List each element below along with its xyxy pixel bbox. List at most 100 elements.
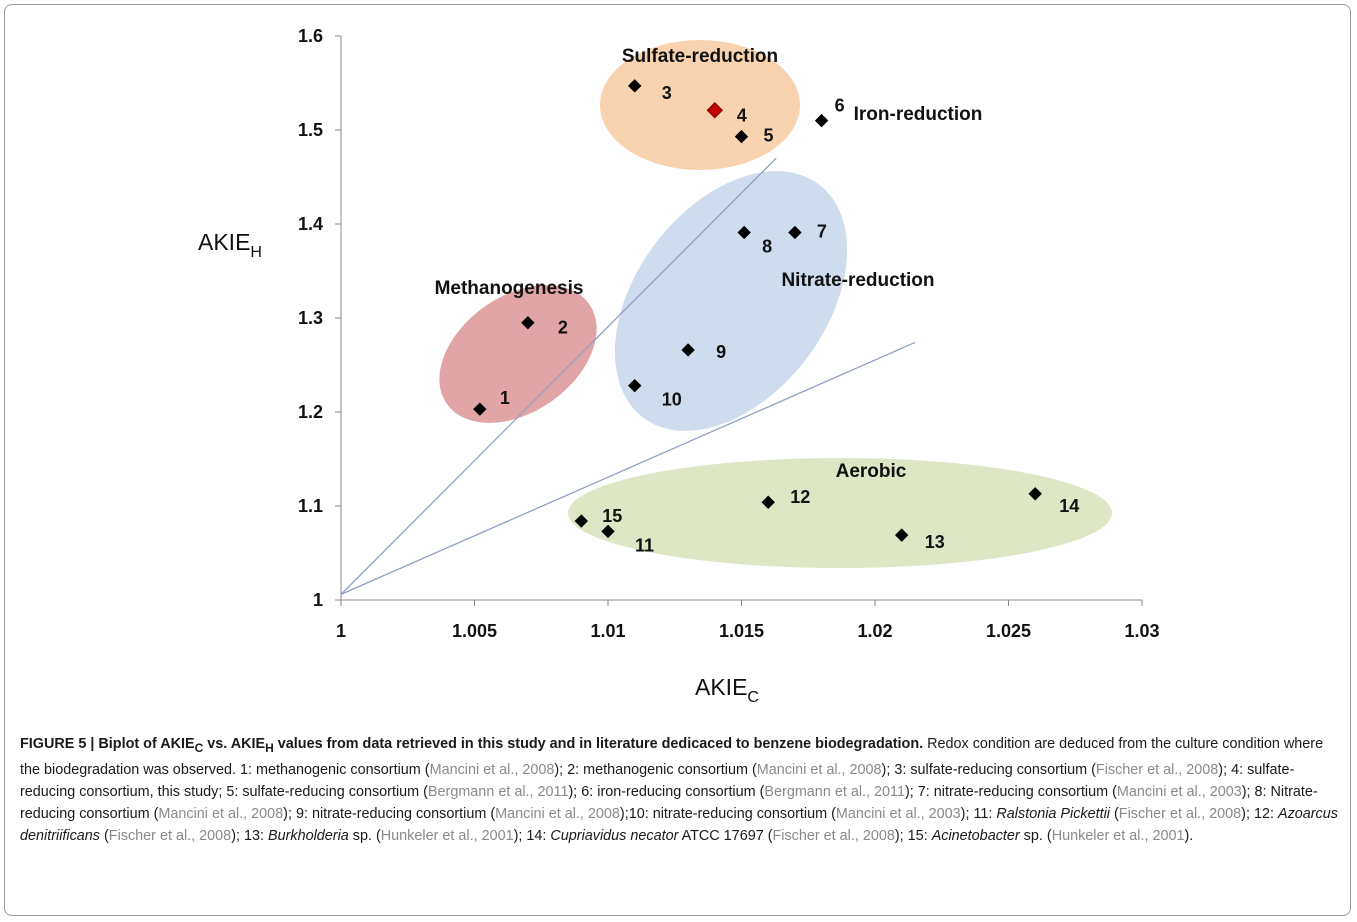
caption-text: ( [100, 827, 109, 844]
data-point-11 [601, 524, 615, 539]
x-tick-label: 1.015 [719, 621, 764, 641]
point-label-10: 10 [662, 390, 682, 410]
point-label-12: 12 [790, 487, 810, 507]
data-point-10 [627, 378, 642, 393]
x-tick-label: 1.01 [590, 621, 625, 641]
caption-citation: Mancini et al., 2008 [158, 805, 284, 822]
point-label-9: 9 [716, 342, 726, 362]
y-tick-label: 1.2 [298, 402, 323, 422]
caption-citation: Hunkeler et al., 2001 [1051, 827, 1185, 844]
caption-citation: Mancini et al., 2003 [835, 805, 961, 822]
region-methanogenesis [439, 285, 597, 423]
caption-text: ); 11: [960, 805, 997, 822]
caption-citation: Mancini et al., 2008 [495, 805, 620, 822]
ticks: 1 1.005 1.01 1.015 1.02 1.025 1.03 1 1.1 1.2 1.3 1.… [298, 26, 1160, 641]
caption-title-c: values from data retrieved in this study… [273, 736, 924, 752]
data-point-13 [894, 528, 909, 542]
caption-text: ); 9: nitrate-reducing consortium ( [283, 805, 496, 822]
y-tick-label: 1.3 [298, 308, 323, 328]
caption-text: ); 7: nitrate-reducing consortium ( [904, 783, 1117, 800]
caption-citation: Bergmann et al., 2011 [427, 783, 569, 800]
caption-title-a: FIGURE 5 | Biplot of AKIE [20, 736, 195, 752]
caption-species: Azoarcus denitriificans [20, 805, 1338, 844]
caption-text: ( [1109, 805, 1119, 822]
reference-line-1 [340, 157, 777, 595]
data-point-3 [627, 79, 642, 93]
point-label-3: 3 [662, 83, 672, 103]
biplot-chart: 1 1.005 1.01 1.015 1.02 1.025 1.03 1 1.1 1.2 1.3 1.… [198, 26, 1160, 706]
caption-text: ); 15: [894, 827, 932, 844]
label-methanogenesis: Methanogenesis [435, 278, 584, 299]
y-axis-title-sub: H [250, 244, 262, 261]
x-tick-label: 1.02 [857, 621, 892, 641]
x-axis-title: AKIEC [695, 674, 759, 706]
data-point-15 [574, 514, 589, 528]
caption-text: ); 8: Nitrate-reducing consortium ( [20, 783, 1318, 822]
point-label-6: 6 [835, 96, 845, 116]
caption-citation: Fischer et al., 2008 [1095, 761, 1219, 778]
caption-species: Burkholderia [267, 827, 349, 844]
region-aerobic [568, 458, 1112, 568]
caption-citation: Fischer et al., 2008 [1118, 805, 1242, 822]
caption-text: ); 4: sulfate-reducing consortium, this … [20, 761, 1295, 800]
label-aerobic: Aerobic [836, 461, 907, 482]
data-point-2 [521, 315, 535, 330]
caption-citation: Bergmann et al., 2011 [764, 783, 905, 800]
caption-text: sp. ( [1019, 827, 1052, 844]
x-tick-label: 1.025 [986, 621, 1031, 641]
caption-text: ATCC 17697 ( [678, 827, 773, 844]
data-point-12 [761, 495, 775, 509]
data-point-6 [814, 113, 829, 128]
caption-text: ); 2: methanogenic consortium ( [554, 761, 757, 778]
caption-citation: Hunkeler et al., 2001 [380, 827, 514, 844]
point-label-1: 1 [500, 388, 510, 408]
data-point-9 [681, 343, 695, 357]
label-sulfate-reduction: Sulfate-reduction [622, 46, 778, 67]
point-label-15: 15 [602, 506, 622, 526]
point-label-2: 2 [558, 318, 568, 338]
y-tick-label: 1.4 [298, 214, 323, 234]
data-point-14 [1028, 487, 1042, 501]
y-axis-title: AKIEH [198, 229, 262, 261]
caption-text: ); 3: sulfate-reducing consortium ( [881, 761, 1096, 778]
caption-title-b: vs. AKIE [203, 736, 266, 752]
data-point-7 [788, 225, 802, 240]
data-point-5 [734, 129, 749, 144]
caption-citation: Fischer et al., 2008 [772, 827, 895, 844]
x-tick-label: 1 [336, 621, 346, 641]
reference-line-2 [340, 341, 916, 595]
caption-body: Redox condition are deduced from the cul… [20, 736, 1338, 844]
caption-citation: Fischer et al., 2008 [108, 827, 232, 844]
point-label-13: 13 [925, 532, 945, 552]
point-label-7: 7 [817, 221, 827, 241]
caption-text: Redox condition are deduced from the cul… [20, 736, 1324, 778]
y-tick-label: 1.1 [298, 496, 323, 516]
caption-sub-c: C [194, 740, 204, 755]
data-point-1 [473, 402, 487, 416]
caption-species: Ralstonia Pickettii [996, 805, 1110, 822]
caption-title: FIGURE 5 | Biplot of AKIEC vs. AKIEH val… [20, 736, 924, 755]
y-axis-title-main: AKIE [198, 229, 250, 255]
x-axis-title-main: AKIE [695, 674, 747, 700]
region-labels: Sulfate-reduction Iron-reduction Nitrate… [435, 46, 983, 482]
region-sulfate-reduction [600, 40, 800, 170]
label-nitrate-reduction: Nitrate-reduction [781, 270, 934, 291]
caption-text: ); 12: [1241, 805, 1278, 822]
figure-caption: FIGURE 5 | Biplot of AKIEC vs. AKIEH val… [20, 733, 1340, 847]
caption-text: ); 13: [231, 827, 268, 844]
point-label-11: 11 [635, 535, 654, 555]
caption-sub-h: H [265, 740, 274, 755]
caption-species: Acinetobacter [931, 827, 1020, 844]
point-label-8: 8 [762, 236, 772, 256]
caption-citation: Mancini et al., 2008 [756, 761, 882, 778]
caption-text: );10: nitrate-reducing consortium ( [619, 805, 836, 822]
x-tick-label: 1.005 [452, 621, 497, 641]
point-label-4: 4 [737, 105, 747, 125]
y-tick-label: 1.5 [298, 120, 323, 140]
caption-species: Cupriavidus necator [550, 827, 679, 844]
region-nitrate-reduction [614, 171, 848, 431]
y-tick-label: 1.6 [298, 26, 323, 46]
caption-citation: Mancini et al., 2008 [429, 761, 555, 778]
point-label-5: 5 [764, 126, 774, 146]
